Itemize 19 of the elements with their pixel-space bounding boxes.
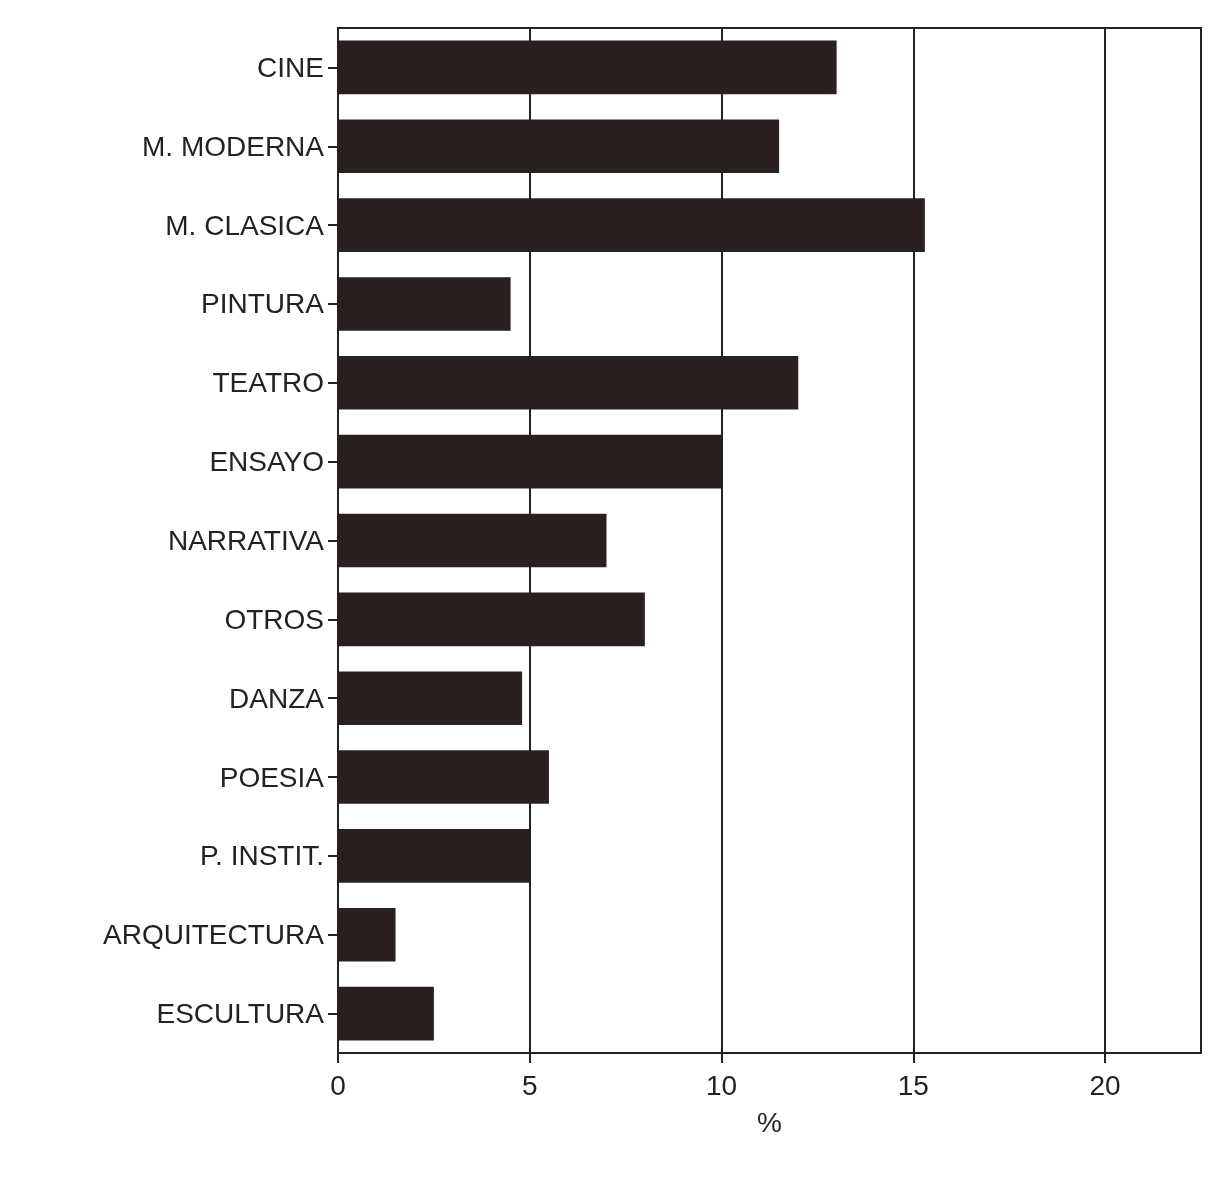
y-tick-label: M. CLASICA [165,209,325,241]
y-tick-label: DANZA [229,682,325,714]
x-tick-label: 5 [521,1069,538,1101]
y-tick-label: PINTURA [201,288,325,320]
y-tick-label: M. MODERNA [142,130,325,162]
y-tick-label: ARQUITECTURA [103,919,325,951]
y-tick-label: NARRATIVA [167,525,325,556]
x-tick-label: 10 [705,1069,738,1101]
x-tick-label: 20 [1089,1069,1121,1101]
y-tick-label: POESIA [219,761,325,793]
x-axis-title: % [757,1106,782,1138]
x-tick-label: 15 [897,1069,929,1101]
y-tick-label: ESCULTURA [156,998,325,1030]
y-tick-label: P. INSTIT. [200,840,324,872]
y-tick-label: ENSAYO [209,446,324,478]
x-tick-label: 0 [330,1069,346,1101]
y-tick-label: TEATRO [212,367,324,399]
y-tick-label: CINE [257,51,324,83]
y-tick-label: OTROS [224,603,324,635]
